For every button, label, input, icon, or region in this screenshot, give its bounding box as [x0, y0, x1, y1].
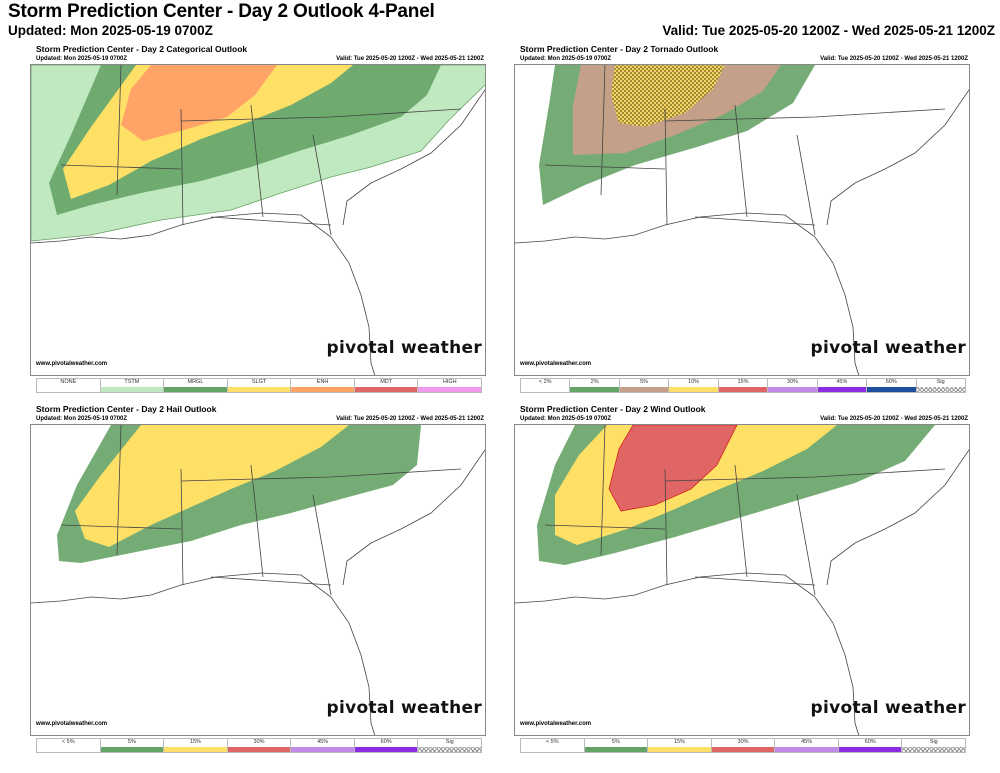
panel-updated: Updated: Mon 2025-05-19 0700Z [520, 56, 612, 62]
legend-item: 30% [767, 378, 817, 393]
state-lines [60, 65, 462, 236]
wind-panel: Storm Prediction Center - Day 2 Wind Out… [514, 404, 970, 757]
legend-item: 45% [290, 738, 354, 753]
legend-item: 45% [816, 378, 867, 393]
panel-updated: Updated: Mon 2025-05-19 0700Z [36, 56, 128, 62]
legend-item: HIGH [417, 378, 483, 393]
atlantic-coast [826, 449, 969, 586]
legend-item: 60% [353, 738, 418, 753]
legend-item: Sig [417, 738, 483, 753]
coastline [515, 212, 860, 375]
outlook-map [514, 64, 970, 376]
state-lines [544, 65, 946, 236]
legend-item: NONE [36, 378, 100, 393]
map-lines [31, 425, 485, 735]
map-svg [515, 65, 969, 375]
panel-valid: Valid: Tue 2025-05-20 1200Z - Wed 2025-0… [820, 416, 968, 422]
site-url: www.pivotalweather.com [36, 361, 108, 367]
updated-text: Updated: Mon 2025-05-19 0700Z [8, 23, 213, 38]
outlook-map [30, 64, 486, 376]
legend-item: Sig [915, 378, 966, 393]
legend-item: ENH [290, 378, 354, 393]
legend-bar: < 5% 5% 15% 30% 45% 60% Sig [36, 738, 483, 753]
panel-updated: Updated: Mon 2025-05-19 0700Z [36, 416, 128, 422]
wind-30pct-area [608, 425, 738, 512]
panel-updated: Updated: Mon 2025-05-19 0700Z [520, 416, 612, 422]
brand-logo: pivotal weather [326, 698, 482, 718]
legend-item: 5% [618, 378, 669, 393]
legend-item: 15% [647, 738, 711, 753]
coastline [31, 572, 376, 735]
legend-item: < 5% [36, 738, 100, 753]
tor-sig-area [611, 65, 725, 127]
outlook-map [514, 424, 970, 736]
legend-bar: < 2% 2% 5% 10% 15% 30% 45% 60% Sig [520, 378, 966, 393]
site-url: www.pivotalweather.com [520, 361, 592, 367]
legend-item: SLGT [226, 378, 291, 393]
legend-item: MDT [353, 378, 418, 393]
panel-title: Storm Prediction Center - Day 2 Hail Out… [36, 404, 217, 414]
tornado-panel: Storm Prediction Center - Day 2 Tornado … [514, 44, 970, 397]
map-svg [31, 65, 485, 375]
hail-15pct-area [75, 425, 349, 547]
panel-title: Storm Prediction Center - Day 2 Categori… [36, 44, 248, 54]
atlantic-coast [342, 89, 485, 226]
panel-title: Storm Prediction Center - Day 2 Tornado … [520, 44, 719, 54]
coastline [31, 212, 376, 375]
enh-area [121, 65, 277, 141]
legend-item: 15% [163, 738, 227, 753]
legend-item: 30% [226, 738, 291, 753]
map-lines [31, 65, 485, 375]
legend-item: TSTM [99, 378, 164, 393]
panel-valid: Valid: Tue 2025-05-20 1200Z - Wed 2025-0… [336, 416, 484, 422]
legend-bar: NONE TSTM MRGL SLGT ENH MDT HIGH [36, 378, 483, 393]
map-lines [515, 425, 969, 735]
state-lines [544, 425, 946, 596]
map-lines [515, 65, 969, 375]
legend-item: Sig [901, 738, 967, 753]
legend-bar: < 5% 5% 15% 30% 45% 60% Sig [520, 738, 967, 753]
legend-item: 45% [774, 738, 838, 753]
site-url: www.pivotalweather.com [520, 721, 592, 727]
legend-item: MRGL [163, 378, 227, 393]
atlantic-coast [342, 449, 485, 586]
valid-text: Valid: Tue 2025-05-20 1200Z - Wed 2025-0… [662, 23, 995, 38]
panel-valid: Valid: Tue 2025-05-20 1200Z - Wed 2025-0… [820, 56, 968, 62]
legend-item: 10% [668, 378, 718, 393]
legend-item: 2% [569, 378, 619, 393]
atlantic-coast [826, 89, 969, 226]
map-svg [31, 425, 485, 735]
hail-panel: Storm Prediction Center - Day 2 Hail Out… [30, 404, 486, 757]
categorical-panel: Storm Prediction Center - Day 2 Categori… [30, 44, 486, 397]
legend-item: 30% [710, 738, 775, 753]
panel-title: Storm Prediction Center - Day 2 Wind Out… [520, 404, 706, 414]
site-url: www.pivotalweather.com [36, 721, 108, 727]
legend-item: < 5% [520, 738, 584, 753]
panel-valid: Valid: Tue 2025-05-20 1200Z - Wed 2025-0… [336, 56, 484, 62]
legend-item: 5% [99, 738, 164, 753]
outlook-map [30, 424, 486, 736]
brand-logo: pivotal weather [810, 698, 966, 718]
coastline [515, 572, 860, 735]
legend-item: < 2% [520, 378, 570, 393]
page-title: Storm Prediction Center - Day 2 Outlook … [8, 1, 435, 22]
legend-item: 60% [866, 378, 916, 393]
legend-item: 15% [717, 378, 768, 393]
brand-logo: pivotal weather [810, 338, 966, 358]
legend-item: 60% [837, 738, 902, 753]
map-svg [515, 425, 969, 735]
legend-item: 5% [583, 738, 648, 753]
state-lines [60, 425, 462, 596]
brand-logo: pivotal weather [326, 338, 482, 358]
